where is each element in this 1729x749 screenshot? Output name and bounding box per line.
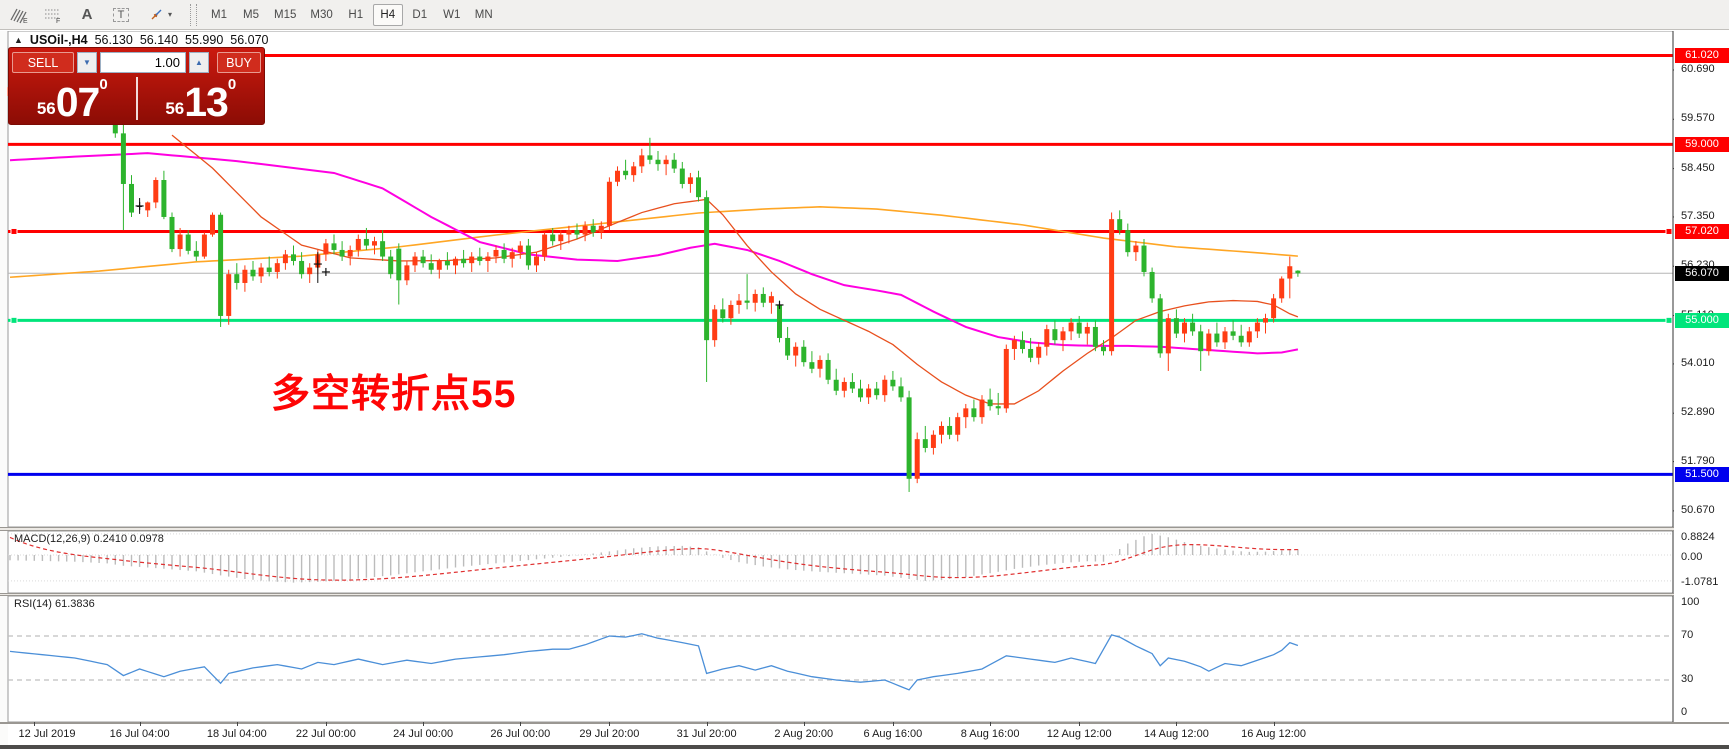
price-tick: 57.350 [1681, 209, 1715, 222]
timeframe-m5[interactable]: M5 [243, 8, 259, 21]
price-level-badge: 57.020 [1675, 223, 1729, 239]
timeframe-m30[interactable]: M30 [310, 8, 333, 21]
current-price-badge: 56.070 [1675, 265, 1729, 281]
time-tick [423, 722, 425, 726]
time-label[interactable]: 22 Jul 00:00 [295, 728, 356, 740]
time-tick [1079, 722, 1081, 726]
volume-increase-button[interactable]: ▲ [189, 52, 209, 73]
price-tick: 60.690 [1681, 63, 1715, 75]
rsi-axis-label: 70 [1681, 629, 1694, 641]
grid-icon[interactable]: F [38, 3, 68, 27]
time-label[interactable]: 26 Jul 00:00 [490, 728, 551, 740]
timeframe-w1[interactable]: W1 [443, 8, 461, 21]
toolbar: E F A T ▾ M1 M5 M15 M30 H1 H4 D1 W1 MN [0, 0, 1729, 30]
timeframe-d1[interactable]: D1 [412, 8, 428, 21]
splitter-main-macd[interactable] [0, 527, 1729, 531]
splitter-rsi-dates [0, 722, 1729, 724]
left-gutter [0, 31, 8, 745]
rsi-panel[interactable] [0, 596, 1729, 723]
time-label[interactable]: 6 Aug 16:00 [863, 728, 923, 740]
time-label[interactable]: 8 Aug 16:00 [960, 728, 1020, 740]
timeframe-m15[interactable]: M15 [274, 8, 297, 21]
time-tick [990, 722, 992, 726]
sell-button[interactable]: SELL [12, 52, 74, 73]
time-tick [892, 722, 894, 726]
time-label[interactable]: 12 Aug 12:00 [1046, 728, 1112, 740]
rsi-axis-label: 100 [1681, 596, 1700, 608]
time-tick [520, 722, 522, 726]
symbol-period: USOil-,H4 [29, 33, 88, 47]
chart-annotation-text: 多空转折点55 [271, 373, 517, 416]
volume-input[interactable] [100, 52, 186, 73]
time-label[interactable]: 16 Aug 12:00 [1241, 728, 1307, 740]
buy-button[interactable]: BUY [217, 52, 261, 73]
price-level-badge: 61.020 [1675, 47, 1729, 63]
price-level-badge: 55.000 [1675, 312, 1729, 328]
price-level-badge: 51.500 [1675, 466, 1729, 482]
timeframe-mn[interactable]: MN [474, 8, 493, 21]
timeframe-h1[interactable]: H1 [348, 8, 364, 21]
time-tick [34, 722, 36, 726]
sell-price[interactable]: 56 07 0 [36, 76, 108, 125]
arrow-objects-icon[interactable]: ▾ [140, 3, 180, 27]
chart-title: ▲ USOil-,H4 56.130 56.140 55.990 56.070 [14, 33, 269, 47]
time-label[interactable]: 16 Jul 04:00 [109, 728, 170, 740]
timeframe-h4[interactable]: H4 [372, 3, 403, 26]
collapse-icon[interactable]: ▲ [14, 35, 23, 45]
ohlc-close: 56.070 [230, 33, 269, 47]
window-bottom-edge [0, 745, 1729, 749]
price-tick: 50.670 [1681, 503, 1715, 516]
svg-text:E: E [23, 18, 28, 24]
time-label[interactable]: 31 Jul 20:00 [676, 728, 737, 740]
text-label-icon[interactable]: A [81, 6, 93, 23]
time-label[interactable]: 14 Aug 12:00 [1143, 728, 1209, 740]
timeframe-buttons: M1 M5 M15 M30 H1 H4 D1 W1 MN [203, 3, 500, 26]
price-tick: 54.010 [1681, 356, 1715, 369]
rsi-axis-label: 0 [1681, 706, 1688, 718]
price-axis-background[interactable] [1674, 31, 1729, 722]
time-label[interactable]: 18 Jul 04:00 [206, 728, 267, 740]
time-tick [1176, 722, 1178, 726]
time-tick [609, 722, 611, 726]
time-label[interactable]: 12 Jul 2019 [18, 728, 76, 740]
time-tick [139, 722, 141, 726]
time-tick [325, 722, 327, 726]
time-tick [236, 722, 238, 726]
rsi-label: RSI(14) 61.3836 [14, 598, 95, 610]
rsi-axis-label: 30 [1681, 673, 1694, 685]
time-label[interactable]: 2 Aug 20:00 [774, 728, 834, 740]
macd-axis-label: 0.00 [1681, 551, 1703, 563]
price-level-badge: 59.000 [1675, 136, 1729, 152]
macd-axis-label: 0.8824 [1681, 531, 1715, 543]
splitter-macd-rsi[interactable] [0, 593, 1729, 596]
indicator-hatch-icon[interactable]: E [4, 3, 34, 27]
price-tick: 59.570 [1681, 112, 1715, 125]
ohlc-low: 55.990 [185, 33, 224, 47]
main-chart[interactable] [0, 31, 1729, 528]
macd-label: MACD(12,26,9) 0.2410 0.0978 [14, 533, 164, 545]
buy-price[interactable]: 56 13 0 [165, 76, 237, 125]
svg-text:F: F [56, 18, 60, 24]
time-tick [706, 722, 708, 726]
time-tick [1273, 722, 1275, 726]
price-tick: 52.890 [1681, 406, 1715, 419]
ohlc-open: 56.130 [94, 33, 133, 47]
timeframe-m1[interactable]: M1 [211, 8, 227, 21]
ohlc-high: 56.140 [139, 33, 179, 47]
toolbar-separator [190, 3, 197, 26]
time-label[interactable]: 24 Jul 00:00 [393, 728, 454, 740]
macd-panel[interactable] [0, 531, 1729, 594]
price-tick: 58.450 [1681, 161, 1715, 174]
time-label[interactable]: 29 Jul 20:00 [579, 728, 640, 740]
text-box-icon[interactable]: T [106, 3, 136, 27]
quote-divider [135, 77, 138, 120]
macd-axis-label: -1.0781 [1681, 576, 1719, 588]
time-tick [803, 722, 805, 726]
volume-decrease-button[interactable]: ▼ [77, 52, 97, 73]
price-tick: 51.790 [1681, 454, 1715, 467]
